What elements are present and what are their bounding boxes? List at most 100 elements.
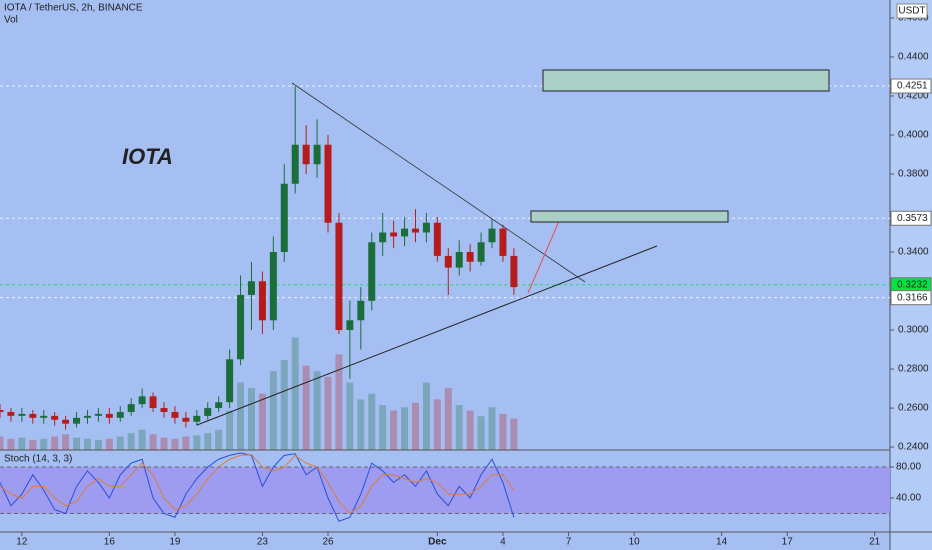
volume-bar [149,434,157,450]
trendline [291,82,586,283]
unit-box [896,3,928,19]
volume-bar [269,371,277,450]
x-tick-label: Dec [428,537,447,548]
candle-body [105,413,113,418]
y-tick-label: 0.4200 [898,91,929,102]
y-tick-label: 0.3800 [898,169,929,180]
volume-bar [51,436,59,450]
volume-bar [302,365,310,450]
candle-body [368,242,376,301]
volume-bar [499,414,507,450]
y-tick-label: 0.2400 [898,442,929,453]
price-label-box [890,78,932,94]
y-tick-label: 0.4400 [898,52,929,63]
candle-body [83,415,91,418]
x-tick-label: 10 [629,537,641,548]
price-label: 0.3166 [897,292,928,303]
x-tick-label: 26 [322,537,334,548]
candle-body [411,228,419,233]
y-unit: USDT [898,6,925,17]
candle-body [313,144,321,165]
candle-body [62,419,70,424]
volume-bar [105,438,113,450]
volume-bar [18,437,26,450]
candle-body [127,404,135,412]
candle-body [510,255,518,288]
x-tick-label: 23 [257,537,269,548]
candle-body [346,320,354,331]
volume-bar [94,439,102,450]
volume-bar [116,436,124,450]
candle-body [280,183,288,253]
candle-body [116,411,124,418]
volume-bar [477,416,485,450]
volume-bar [62,434,70,450]
price-label: 0.3232 [897,279,928,290]
candle-body [138,396,146,405]
x-tick-label: 4 [500,537,506,548]
candle-body [302,144,310,165]
volume-bar [368,393,376,450]
candle-body [269,252,277,321]
candle-body [455,252,463,268]
volume-bar [324,376,332,450]
y-tick-label: 80.00 [896,462,921,473]
volume-bar [73,437,81,450]
projection-arrow [527,218,561,294]
volume-bar [171,438,179,450]
y-tick-label: 0.2800 [898,364,929,375]
price-label: 0.3573 [897,213,928,224]
stoch-line [0,454,515,515]
candle-body [291,144,299,184]
candle-body [204,408,212,416]
price-label: 0.4251 [897,81,928,92]
candle-body [258,281,266,321]
candle-body [73,417,81,424]
candle-body [7,411,15,416]
volume-bar [433,399,441,450]
volume-bar [237,382,245,450]
candle-body [488,228,496,243]
volume-bar [313,371,321,450]
volume-bar [247,388,255,450]
volume-bar [455,405,463,450]
candle-body [182,417,190,422]
volume-bar [127,433,135,450]
volume-bar [138,429,146,450]
y-tick-label: 0.3400 [898,247,929,258]
volume-bar [280,360,288,450]
volume-bar [488,407,496,450]
candle-body [499,228,507,256]
volume-bar [422,382,430,450]
candle-body [51,415,59,420]
candle-body [357,300,365,321]
candle-body [193,415,201,422]
x-tick-label: 7 [566,537,572,548]
candle-body [18,413,26,416]
volume-bar [357,399,365,450]
candle-body [171,411,179,418]
annotation: IOTA [122,144,173,169]
target-zone [542,69,830,92]
trendline [196,245,658,426]
candle-body [247,281,255,295]
x-tick-label: 17 [782,537,794,548]
chart-title: IOTA / TetherUS, 2h, BINANCE [4,3,143,14]
candle-body [0,410,4,412]
candle-body [324,144,332,223]
candle-body [466,252,474,262]
volume-bar [29,439,37,450]
candle-body [433,222,441,256]
candle-body [94,413,102,416]
candle-body [237,294,245,360]
volume-bar [0,436,4,450]
x-tick-label: 14 [716,537,728,548]
stoch-title: Stoch (14, 3, 3) [4,454,72,465]
marks: 0.46000.44000.42000.40000.38000.34000.30… [0,13,932,548]
y-tick-label: 0.4000 [898,130,929,141]
candle-body [40,415,48,418]
candle-body [444,255,452,268]
x-tick-label: 21 [869,537,881,548]
volume-bar [390,410,398,450]
